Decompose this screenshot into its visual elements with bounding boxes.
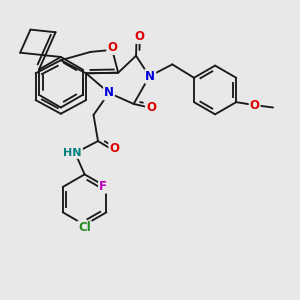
Text: O: O bbox=[250, 99, 260, 112]
Text: O: O bbox=[146, 101, 156, 114]
Text: N: N bbox=[145, 70, 155, 83]
Text: Cl: Cl bbox=[78, 221, 91, 234]
Text: O: O bbox=[107, 41, 117, 54]
Text: N: N bbox=[104, 86, 114, 99]
Text: O: O bbox=[109, 142, 119, 155]
Text: HN: HN bbox=[64, 148, 82, 158]
Text: O: O bbox=[134, 30, 144, 43]
Text: F: F bbox=[99, 180, 107, 193]
